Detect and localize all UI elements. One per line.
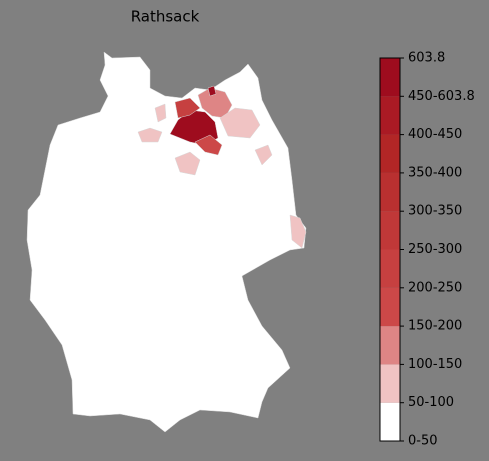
colorbar-label: 450-603.8 <box>408 89 475 104</box>
germany-map <box>26 51 307 433</box>
colorbar-label: 200-250 <box>408 280 462 295</box>
colorbar-label: 603.8 <box>408 51 445 66</box>
region-highlight <box>219 107 261 139</box>
colorbar-segment <box>380 326 400 365</box>
colorbar-label: 250-300 <box>408 242 462 257</box>
colorbar-label: 350-400 <box>408 165 462 180</box>
colorbar-label: 400-450 <box>408 127 462 142</box>
map-title: Rathsack <box>131 8 200 26</box>
colorbar-label: 100-150 <box>408 357 462 372</box>
region-highlight <box>289 214 307 249</box>
country-outline <box>26 51 307 433</box>
colorbar-segment <box>380 172 400 212</box>
region-highlight <box>174 151 201 176</box>
colorbar-segment <box>380 134 400 173</box>
colorbar-segment <box>380 58 400 97</box>
region-highlight <box>207 85 217 97</box>
region-highlight <box>137 127 163 143</box>
colorbar: 0-50 50-100 100-150 150-200 200-250 250-300 30… <box>379 51 475 449</box>
region-highlight <box>254 144 273 166</box>
colorbar-segment <box>380 364 400 403</box>
colorbar-label: 0-50 <box>408 434 438 449</box>
colorbar-label: 150-200 <box>408 319 462 334</box>
colorbar-segment <box>380 96 400 135</box>
colorbar-label: 50-100 <box>408 395 454 410</box>
colorbar-segment <box>380 211 400 250</box>
region-highlight <box>194 134 223 156</box>
colorbar-label: 300-350 <box>408 204 462 219</box>
region-highlight <box>174 97 201 119</box>
colorbar-segment <box>380 402 400 441</box>
region-highlight <box>154 103 167 123</box>
colorbar-segment <box>380 249 400 288</box>
colorbar-segment <box>380 287 400 327</box>
